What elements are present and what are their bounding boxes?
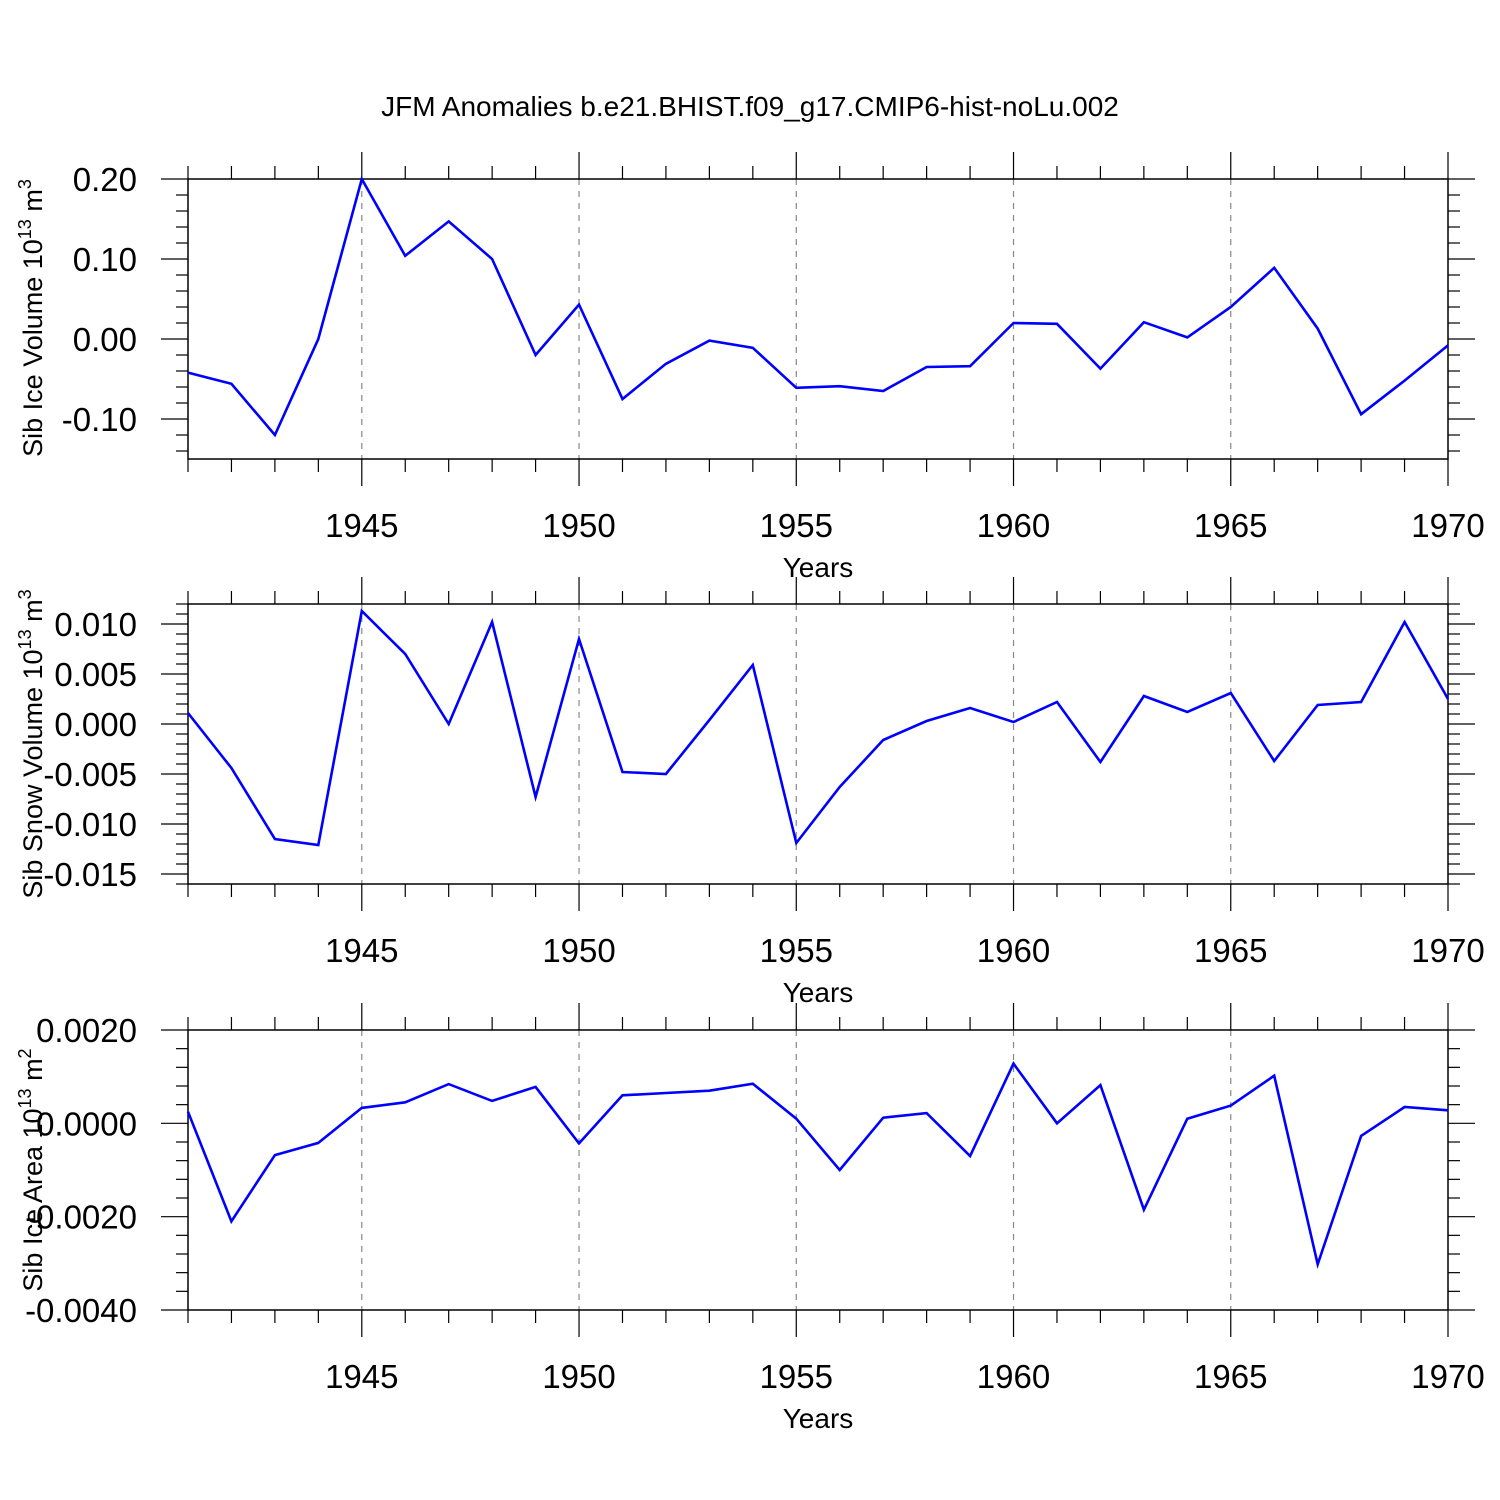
y-tick-label: 0.00 xyxy=(73,321,137,358)
x-tick-label: 1970 xyxy=(1411,932,1484,969)
x-tick-label: 1950 xyxy=(542,932,615,969)
x-tick-label: 1965 xyxy=(1194,507,1267,544)
y-axis-label: Sib Ice Area 1013 m2 xyxy=(15,1048,48,1291)
x-tick-label: 1960 xyxy=(977,932,1050,969)
y-axis-label: Sib Ice Volume 1013 m3 xyxy=(15,179,48,457)
x-axis-label: Years xyxy=(783,1403,854,1434)
x-tick-label: 1950 xyxy=(542,507,615,544)
x-tick-label: 1970 xyxy=(1411,507,1484,544)
series-line xyxy=(186,608,1450,847)
y-tick-label: -0.10 xyxy=(62,401,137,438)
x-tick-label: 1955 xyxy=(760,1358,833,1395)
x-tick-label: 1955 xyxy=(760,932,833,969)
y-tick-label: 0.20 xyxy=(73,161,137,198)
series-line xyxy=(186,1061,1449,1270)
y-tick-label: -0.0020 xyxy=(25,1199,137,1236)
panel-1: 1945 1950 1955 1960 1965 1970 Years 0.20 0.10 0.0… xyxy=(15,152,1485,583)
y-tick-label: -0.010 xyxy=(43,806,137,843)
plot-frame xyxy=(187,603,1449,885)
panel-3: 1945 1950 1955 1960 1965 1970 Years 0.0020 0.000… xyxy=(15,1003,1485,1434)
panels-container: 1945 1950 1955 1960 1965 1970 Years 0.20 0.10 0.0… xyxy=(15,152,1485,1434)
y-tick-label: 0.10 xyxy=(73,241,137,278)
y-tick-label: 0.0020 xyxy=(36,1012,137,1049)
series-line xyxy=(187,175,1449,438)
x-tick-label: 1955 xyxy=(760,507,833,544)
x-tick-label: 1965 xyxy=(1194,1358,1267,1395)
plot-frame xyxy=(187,1029,1449,1311)
y-axis-label: Sib Snow Volume 1013 m3 xyxy=(15,589,48,898)
y-tick-label: -0.0040 xyxy=(25,1292,137,1329)
x-tick-label: 1970 xyxy=(1411,1358,1484,1395)
y-tick-label: -0.005 xyxy=(43,756,137,793)
plot-frame xyxy=(187,178,1449,460)
y-tick-label: 0.010 xyxy=(54,606,137,643)
y-tick-label: 0.0000 xyxy=(36,1105,137,1142)
x-tick-label: 1945 xyxy=(325,1358,398,1395)
y-tick-label: 0.005 xyxy=(54,656,137,693)
x-tick-label: 1945 xyxy=(325,507,398,544)
chart-title: JFM Anomalies b.e21.BHIST.f09_g17.CMIP6-… xyxy=(381,91,1119,122)
x-tick-label: 1960 xyxy=(977,507,1050,544)
x-axis-label: Years xyxy=(783,552,854,583)
x-tick-label: 1950 xyxy=(542,1358,615,1395)
y-tick-label: 0.000 xyxy=(54,706,137,743)
x-tick-label: 1945 xyxy=(325,932,398,969)
x-axis-label: Years xyxy=(783,977,854,1008)
x-tick-label: 1960 xyxy=(977,1358,1050,1395)
x-tick-label: 1965 xyxy=(1194,932,1267,969)
panel-2: 1945 1950 1955 1960 1965 1970 Years 0.010 0.005 0… xyxy=(15,577,1485,1008)
y-tick-label: -0.015 xyxy=(43,856,137,893)
